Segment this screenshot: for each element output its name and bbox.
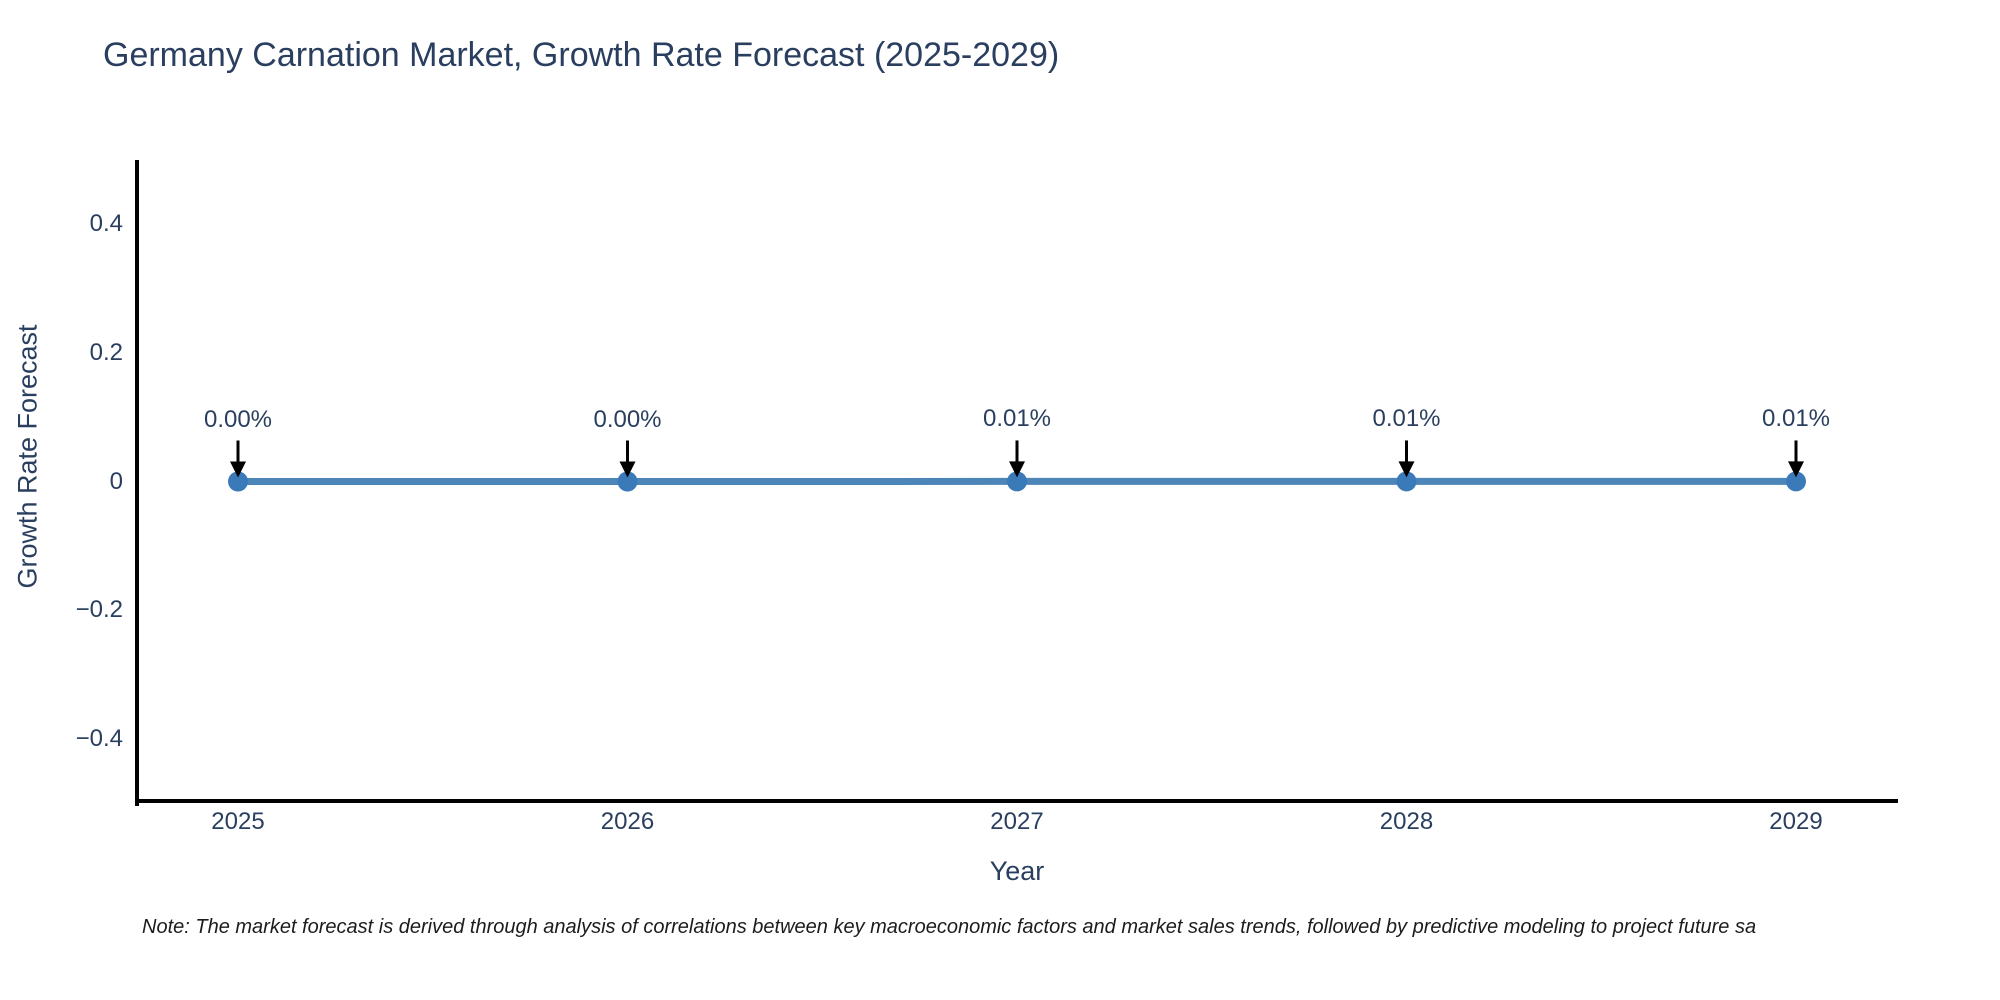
data-point <box>1007 471 1027 492</box>
annotation-arrow-head <box>1788 461 1804 478</box>
annotation-arrow-head <box>1398 461 1415 478</box>
x-tick-label: 2027 <box>990 808 1044 835</box>
annotation-arrow-head <box>1009 461 1025 478</box>
x-tick-label: 2028 <box>1379 808 1434 835</box>
y-tick-label: 0.2 <box>89 338 123 366</box>
x-axis-line <box>135 799 1898 803</box>
point-value-label: 0.01% <box>1372 405 1441 433</box>
annotation-arrow-head <box>619 461 636 478</box>
point-value-label: 0.01% <box>982 405 1052 433</box>
data-point <box>1786 471 1806 492</box>
y-tick-label: −0.4 <box>75 724 123 752</box>
chart-title: Germany Carnation Market, Growth Rate Fo… <box>103 36 1060 74</box>
x-axis-title: Year <box>989 856 1045 886</box>
y-axis-line <box>135 160 139 806</box>
data-point <box>617 471 638 492</box>
footnote: Note: The market forecast is derived thr… <box>142 916 1757 938</box>
annotation-arrow-head <box>230 461 246 478</box>
point-value-label: 0.00% <box>593 405 662 433</box>
data-point <box>228 471 248 492</box>
x-tick-label: 2029 <box>1769 808 1823 835</box>
x-tick-label: 2025 <box>211 808 265 835</box>
data-point <box>1396 471 1417 492</box>
y-tick-label: 0 <box>109 467 123 495</box>
y-tick-label: 0.4 <box>89 210 123 238</box>
y-tick-label: −0.2 <box>75 596 123 624</box>
point-value-label: 0.01% <box>1761 405 1831 433</box>
point-value-label: 0.00% <box>203 405 273 433</box>
x-tick-label: 2026 <box>600 808 655 835</box>
